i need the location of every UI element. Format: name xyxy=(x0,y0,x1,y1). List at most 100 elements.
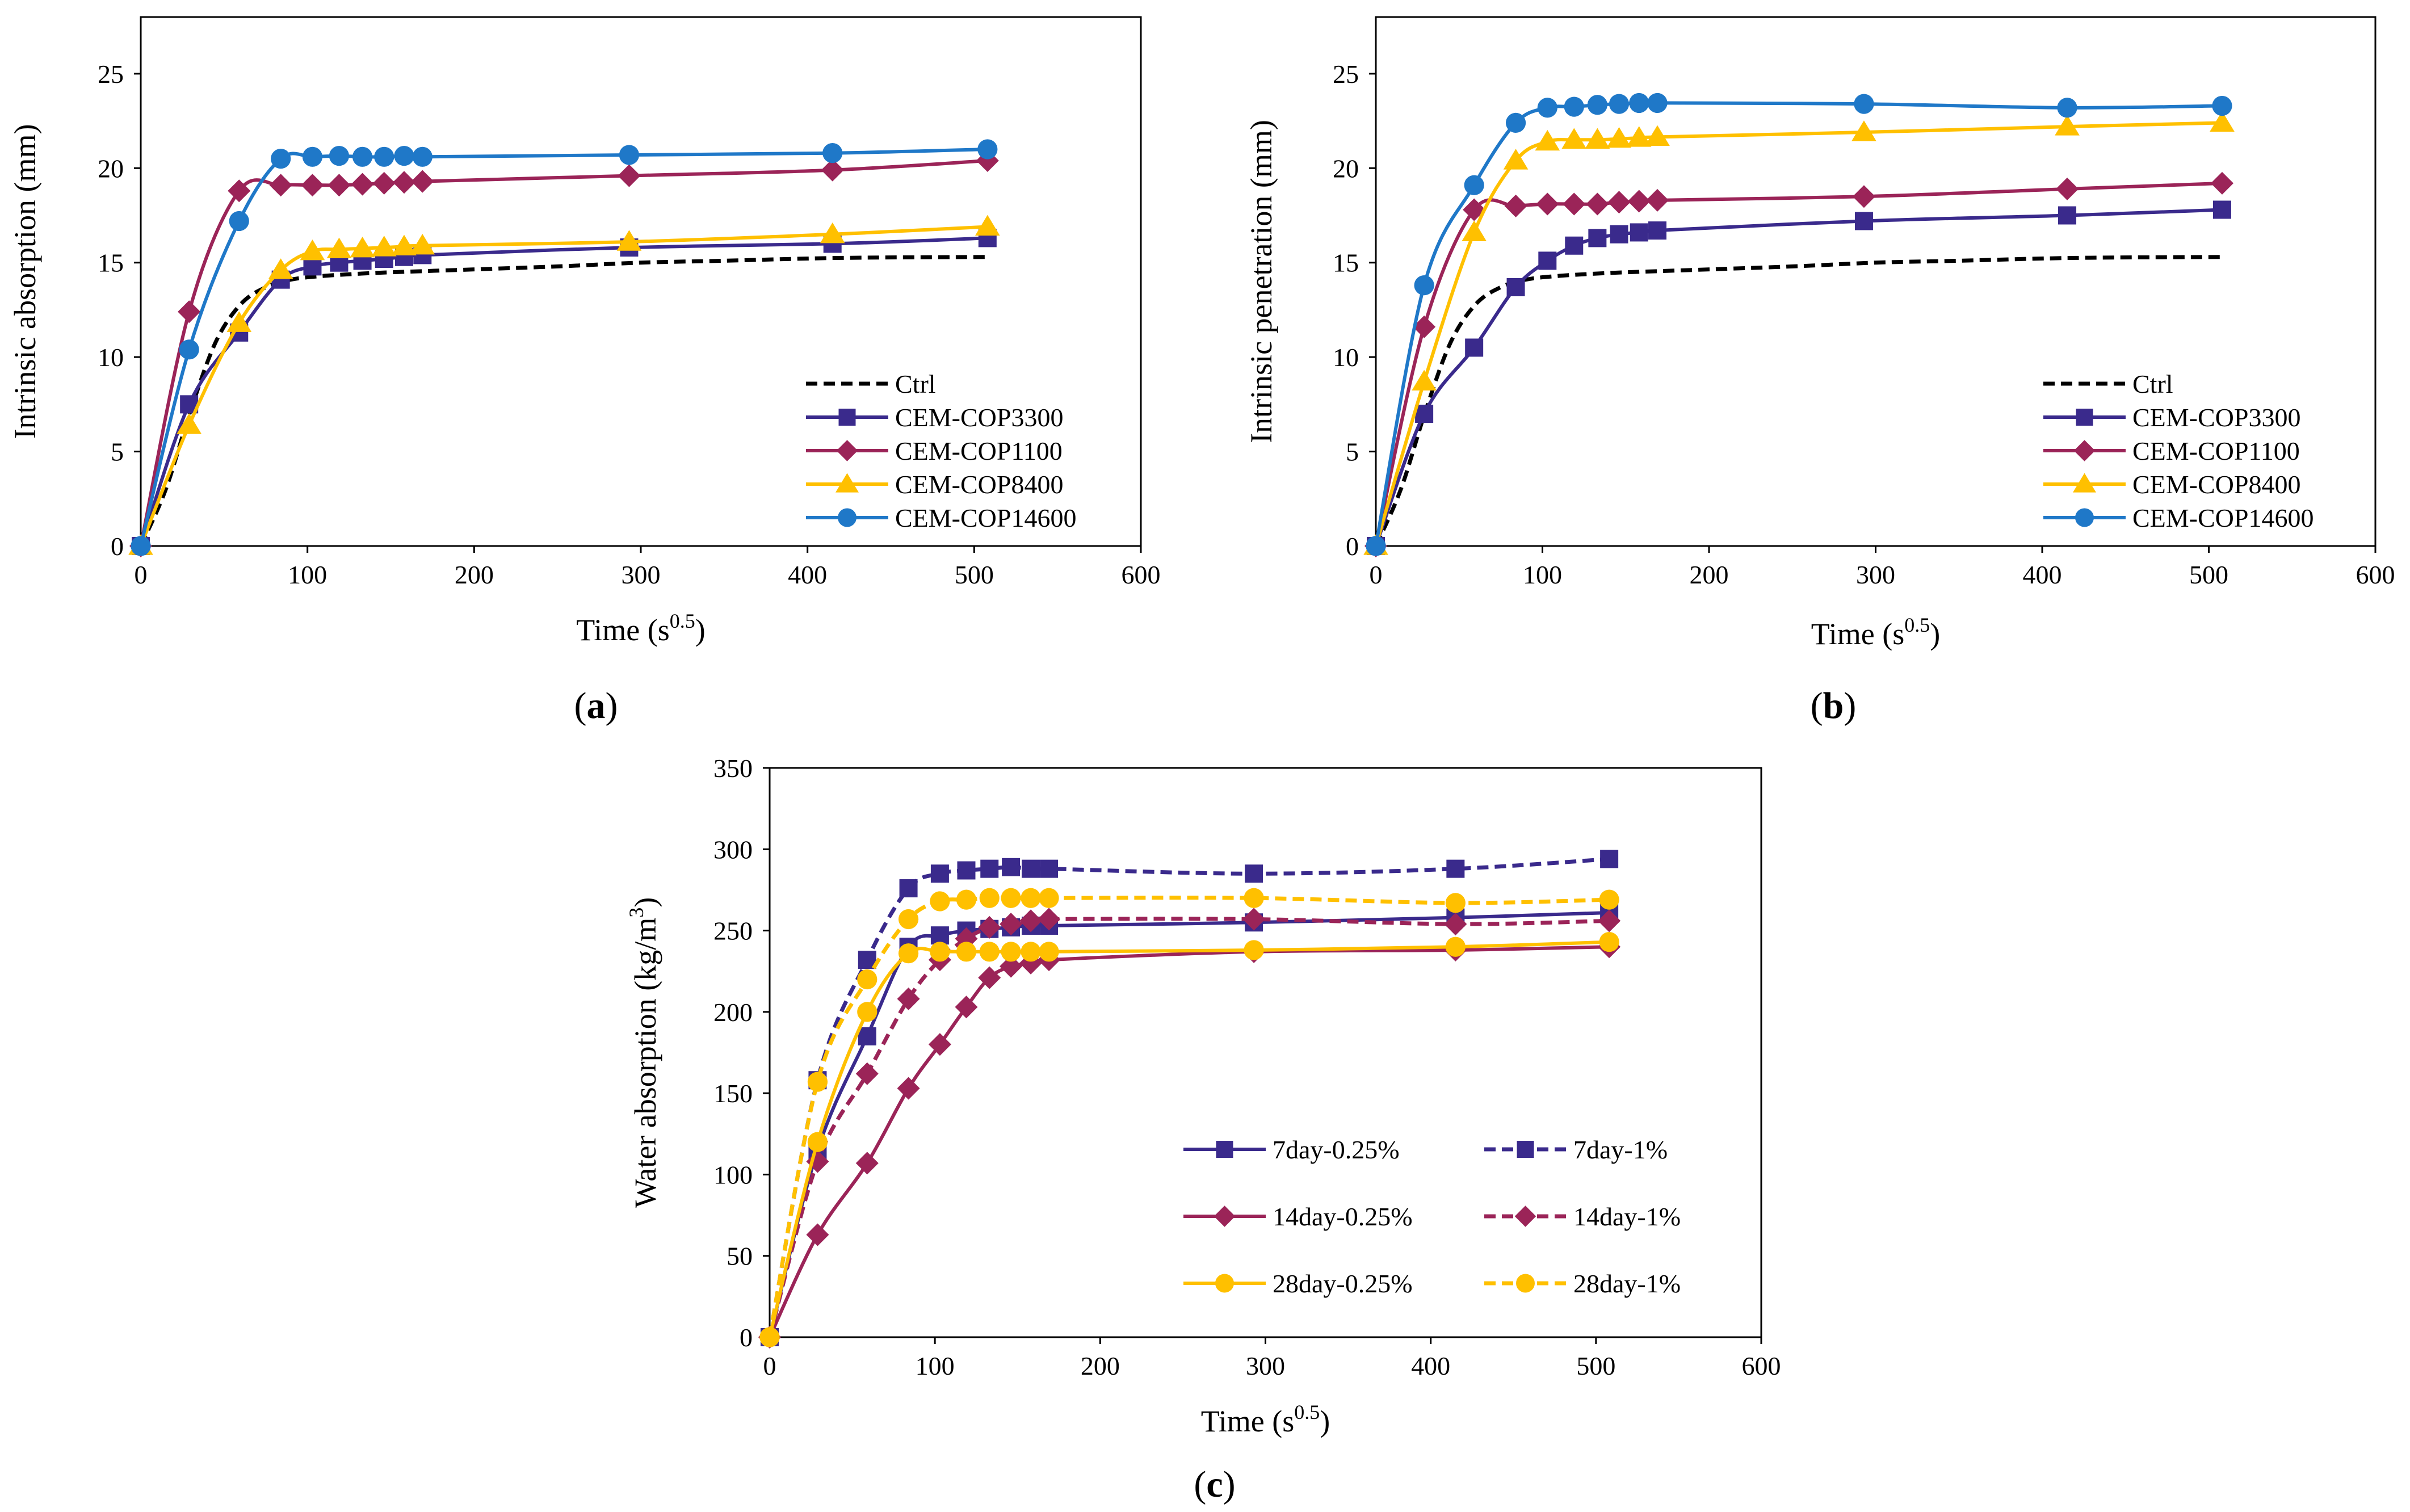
data-point xyxy=(228,179,251,203)
legend-marker xyxy=(836,440,858,461)
x-tick-label: 300 xyxy=(622,560,661,589)
legend-marker xyxy=(1214,1206,1236,1227)
data-point xyxy=(1647,93,1668,114)
data-point xyxy=(928,1033,951,1056)
x-tick-label: 600 xyxy=(1742,1351,1781,1380)
data-point xyxy=(1506,278,1525,296)
legend-entry: CEM-COP3300 xyxy=(895,403,1063,432)
data-point xyxy=(956,942,977,962)
series-line xyxy=(768,911,1610,1338)
series-7day-1% xyxy=(761,850,1619,1346)
data-point xyxy=(1000,913,1023,936)
data-point xyxy=(1001,888,1021,908)
legend-marker xyxy=(1216,1141,1233,1158)
x-tick-label: 400 xyxy=(1411,1351,1450,1380)
legend-entry: 7day-0.25% xyxy=(1273,1135,1400,1164)
y-tick-label: 5 xyxy=(111,438,124,467)
series-line xyxy=(767,917,1610,1338)
data-point xyxy=(616,230,642,251)
data-point xyxy=(2055,115,2080,136)
data-point xyxy=(392,171,415,194)
y-tick-label: 20 xyxy=(1333,154,1359,183)
data-point xyxy=(858,1027,876,1045)
data-point xyxy=(1606,127,1632,148)
legend-entry: Ctrl xyxy=(895,369,936,398)
data-point xyxy=(930,891,950,912)
data-point xyxy=(1537,98,1557,118)
data-point xyxy=(1851,120,1876,141)
data-point xyxy=(1000,955,1023,978)
x-tick-label: 500 xyxy=(955,560,994,589)
data-point xyxy=(177,413,202,434)
data-point xyxy=(372,171,396,195)
data-point xyxy=(1503,149,1529,170)
data-point xyxy=(271,149,291,169)
data-point xyxy=(930,942,950,962)
data-point xyxy=(957,861,976,880)
y-tick-label: 150 xyxy=(713,1079,753,1108)
y-tick-label: 100 xyxy=(713,1160,753,1189)
data-point xyxy=(1627,190,1651,213)
series-CEM-COP1100 xyxy=(129,149,999,557)
x-tick-label: 0 xyxy=(763,1351,776,1380)
data-point xyxy=(1244,888,1264,908)
legend-entry: CEM-COP1100 xyxy=(895,436,1063,465)
series-14day-0.25% xyxy=(758,935,1621,1349)
data-point xyxy=(2057,98,2077,118)
data-point xyxy=(1588,229,1607,247)
data-point xyxy=(1626,126,1652,147)
x-tick-label: 500 xyxy=(1576,1351,1615,1380)
x-axis-label: Time (s0.5) xyxy=(576,610,706,647)
data-point xyxy=(371,236,397,257)
data-point xyxy=(1445,893,1466,913)
data-point xyxy=(352,146,373,167)
data-point xyxy=(1563,192,1586,216)
x-tick-label: 200 xyxy=(455,560,494,589)
data-point xyxy=(1413,315,1436,338)
series-Ctrl xyxy=(1374,255,2226,547)
series-line xyxy=(767,857,1610,1338)
data-point xyxy=(807,1072,828,1092)
data-point xyxy=(1019,909,1043,933)
data-point xyxy=(980,859,999,878)
x-tick-label: 200 xyxy=(1081,1351,1120,1380)
y-tick-label: 300 xyxy=(713,835,753,864)
legend: 7day-0.25% 7day-1% 14day-0.25% 14day-1% 28da… xyxy=(1183,1135,1681,1298)
data-point xyxy=(806,1223,829,1246)
data-point xyxy=(1609,94,1630,114)
x-tick-label: 400 xyxy=(788,560,827,589)
data-point xyxy=(930,864,949,883)
data-point xyxy=(1564,96,1584,117)
data-point xyxy=(1022,859,1040,878)
data-point xyxy=(178,300,201,324)
data-point xyxy=(618,164,641,187)
data-point xyxy=(1852,185,1875,208)
x-tick-label: 300 xyxy=(1856,560,1895,589)
y-tick-label: 20 xyxy=(98,154,124,183)
data-point xyxy=(374,146,394,167)
data-point xyxy=(1446,859,1465,878)
data-point xyxy=(1504,194,1527,217)
data-point xyxy=(1854,212,1873,230)
x-tick-label: 0 xyxy=(135,560,148,589)
chart-panel-a: 0 100 200 300 400 500 600 0 5 10 15 20 25 Time (s0.5)… xyxy=(8,16,1161,726)
data-point xyxy=(898,943,919,964)
x-tick-label: 300 xyxy=(1246,1351,1285,1380)
legend-entry: CEM-COP8400 xyxy=(895,470,1063,499)
data-point xyxy=(1444,913,1467,936)
data-point xyxy=(1039,888,1059,908)
data-point xyxy=(1561,128,1587,149)
data-point xyxy=(2056,177,2079,200)
data-point xyxy=(1854,94,1874,114)
y-tick-label: 0 xyxy=(740,1323,753,1352)
y-tick-label: 250 xyxy=(713,917,753,946)
chart-panel-b: 0 100 200 300 400 500 600 0 5 10 15 20 25 Time (s0.5)… xyxy=(1244,16,2395,726)
data-point xyxy=(956,889,977,910)
x-tick-label: 600 xyxy=(1122,560,1161,589)
series-Ctrl xyxy=(138,255,991,547)
y-tick-label: 25 xyxy=(98,60,124,89)
y-axis-label: Intrinsic absorption (mm) xyxy=(8,124,42,439)
data-point xyxy=(855,1152,879,1175)
legend-marker xyxy=(1215,1274,1234,1293)
data-point xyxy=(807,1132,828,1152)
